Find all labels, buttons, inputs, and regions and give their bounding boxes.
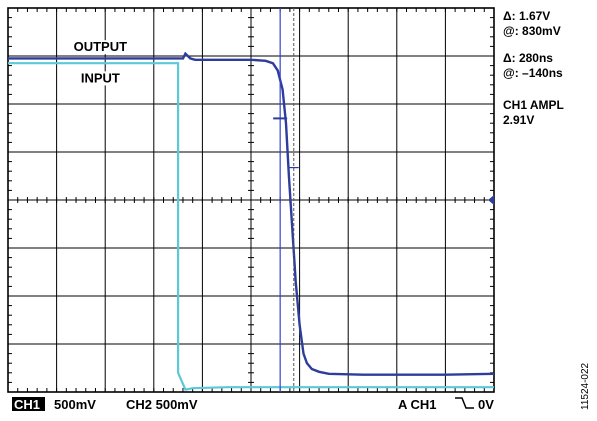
- falling-edge-icon: [455, 397, 474, 409]
- trace-labels: OUTPUT INPUT: [69, 39, 131, 86]
- trace-label-bg: [69, 40, 131, 55]
- time-cursors: [273, 8, 299, 392]
- trace-label-bg: [74, 71, 127, 86]
- figure-id: 11524-022: [580, 362, 591, 410]
- output-trace: [8, 51, 495, 376]
- input-trace: [8, 62, 494, 391]
- ch1-badge-bg: [12, 397, 45, 411]
- ch2-scale: CH2 500mV: [126, 397, 198, 412]
- delta-voltage-readout: Δ: 1.67V: [503, 9, 550, 23]
- trigger-source: A CH1: [398, 397, 437, 412]
- ch1-badge: CH1: [14, 397, 40, 412]
- ch1-ampl-value: 2.91V: [503, 113, 534, 127]
- ch1-scale: 500mV: [54, 397, 96, 412]
- at-time-readout: @: –140ns: [503, 66, 563, 80]
- trace-label: OUTPUT: [74, 39, 128, 54]
- at-voltage-readout: @: 830mV: [503, 24, 561, 38]
- ch1-ampl-label: CH1 AMPL: [503, 98, 564, 112]
- trace-label: INPUT: [81, 70, 120, 85]
- trigger-level-marker: [488, 195, 494, 205]
- graticule: [7, 7, 495, 393]
- scope-markers: [488, 195, 494, 205]
- trigger-level: 0V: [478, 397, 494, 412]
- delta-time-readout: Δ: 280ns: [503, 51, 553, 65]
